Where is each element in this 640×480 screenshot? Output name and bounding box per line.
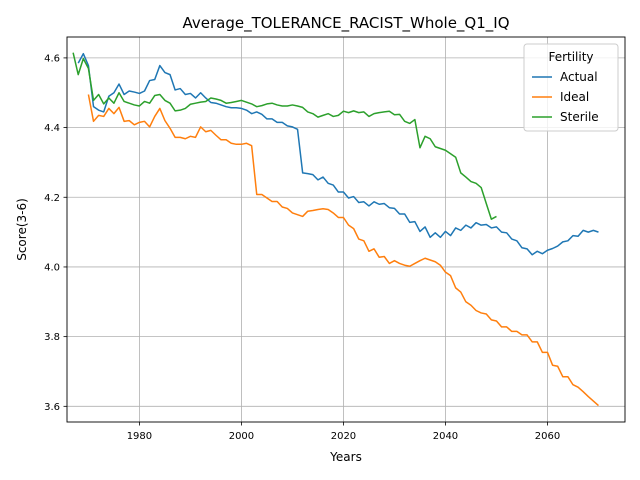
series-layer (72, 52, 599, 407)
x-tick-label: 2060 (535, 431, 560, 442)
y-tick-label: 4.2 (44, 193, 60, 204)
series-line-ideal (87, 94, 599, 407)
x-axis-label: Years (329, 450, 362, 464)
x-tick-label: 2040 (433, 431, 458, 442)
y-tick-label: 4.6 (44, 54, 60, 65)
y-axis-ticks: 3.6 3.8 4.0 4.2 4.4 4.6 (44, 54, 67, 413)
x-tick-label: 1980 (127, 431, 152, 442)
y-tick-label: 3.6 (44, 402, 60, 413)
chart-title: Average_TOLERANCE_RACIST_Whole_Q1_IQ (182, 14, 509, 33)
series-line-actual (77, 52, 599, 256)
legend-box (523, 43, 619, 132)
y-tick-label: 4.4 (44, 123, 60, 134)
legend-title: Fertility (548, 50, 593, 64)
series-line-sterile (72, 52, 497, 220)
legend-label-sterile: Sterile (560, 110, 599, 124)
legend-label-ideal: Ideal (560, 90, 589, 104)
x-tick-label: 2000 (229, 431, 254, 442)
y-tick-label: 3.8 (44, 332, 60, 343)
x-axis-ticks: 1980 2000 2020 2040 2060 (127, 422, 560, 442)
y-tick-label: 4.0 (44, 263, 60, 274)
legend: Fertility Actual Ideal Sterile (523, 43, 619, 132)
plot-frame (66, 36, 626, 423)
legend-label-actual: Actual (560, 70, 598, 84)
legend-items: Actual Ideal Sterile (532, 70, 599, 124)
x-tick-label: 2020 (331, 431, 356, 442)
y-axis-label: Score(3-6) (15, 198, 29, 261)
